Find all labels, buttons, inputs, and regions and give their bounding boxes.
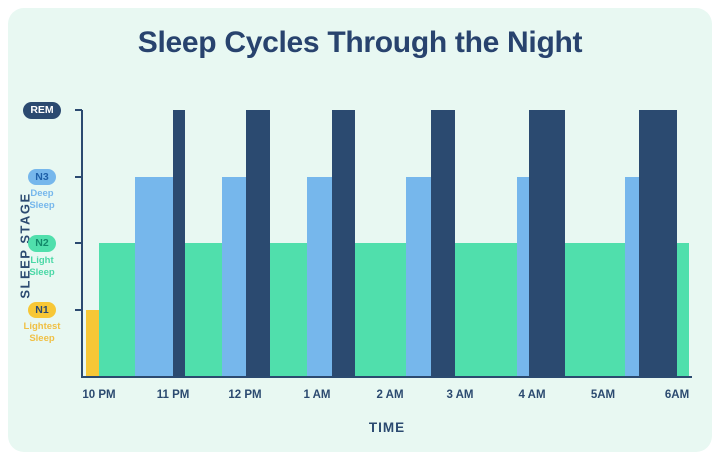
x-tick-label-10pm: 10 PM	[82, 389, 116, 401]
stage-sublabel-n2: Light Sleep	[29, 254, 55, 278]
bar-rem-cycle-6	[639, 110, 678, 376]
bar-n2	[99, 243, 689, 376]
x-tick-label-2am: 2 AM	[376, 389, 404, 401]
x-tick-label-1am: 1 AM	[303, 389, 331, 401]
bar-n3-cycle-5	[516, 176, 532, 376]
bar-n3-cycle-1	[135, 176, 174, 376]
bar-n3-cycle-6	[625, 176, 639, 376]
bar-rem-cycle-2	[246, 110, 270, 376]
x-tick-label-6am: 6AM	[664, 389, 690, 401]
y-tick-rem	[75, 109, 82, 111]
y-stage-n2: N2 Light Sleep	[13, 234, 71, 279]
y-stage-n3: N3 Deep Sleep	[13, 168, 71, 213]
y-tick-n1	[75, 308, 82, 311]
bar-n1	[85, 309, 99, 376]
x-tick-label-3am: 3 AM	[446, 389, 474, 401]
stage-badge-rem: REM	[23, 102, 61, 119]
bar-n3-cycle-4	[406, 176, 432, 376]
bar-rem-cycle-4	[430, 110, 455, 376]
stage-badge-n1: N1	[28, 301, 56, 318]
x-axis-title: TIME	[368, 420, 406, 435]
stage-sublabel-n3: Deep Sleep	[29, 188, 55, 212]
x-tick-label-4am: 4 AM	[518, 389, 546, 401]
bar-n3-cycle-2	[221, 176, 247, 376]
y-tick-n2	[75, 242, 82, 244]
infographic-card: Sleep Cycles Through the Night SLEEP STA…	[8, 8, 712, 452]
x-tick-label-5am: 5AM	[590, 389, 616, 401]
stage-badge-n3: N3	[28, 168, 56, 185]
plot-area	[81, 110, 692, 378]
bar-rem-cycle-3	[332, 110, 356, 376]
y-stage-n1: N1 Lightest Sleep	[13, 301, 71, 346]
chart-title: Sleep Cycles Through the Night	[137, 26, 583, 59]
x-axis-labels: 10 PM 11 PM 12 PM 1 AM 2 AM 3 AM 4 AM 5AM 6AM	[81, 389, 690, 405]
bar-rem-cycle-5	[528, 110, 565, 376]
bar-n3-cycle-3	[306, 176, 332, 376]
x-tick-label-12pm: 12 PM	[228, 389, 262, 401]
x-tick-label-11pm: 11 PM	[156, 389, 190, 401]
stage-badge-n2: N2	[28, 235, 56, 252]
bar-rem-cycle-1	[173, 110, 185, 376]
stage-sublabel-n1: Lightest Sleep	[23, 321, 61, 345]
y-tick-n3	[75, 175, 82, 178]
y-stage-rem: REM	[13, 101, 71, 119]
